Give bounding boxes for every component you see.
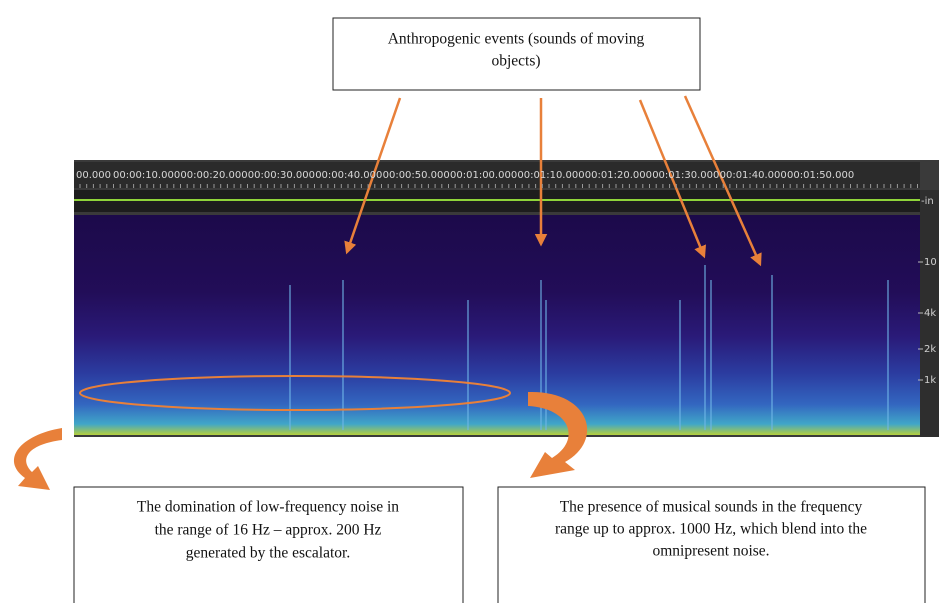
time-label: 00:00:10.000 [113,170,180,181]
time-label: 00:01:00.000 [450,170,517,181]
right-box-line: The presence of musical sounds in the fr… [560,499,863,516]
time-label: 00:00:50.000 [383,170,450,181]
time-ruler [74,162,920,188]
left-box-line: The domination of low-frequency noise in [137,499,399,516]
time-label: 00:01:30.000 [652,170,719,181]
right-box-line: range up to approx. 1000 Hz, which blend… [555,521,867,538]
highlight-ellipse [79,375,511,411]
time-label: 00:00:30.000 [248,170,315,181]
spectrogram [74,160,939,437]
streaks [289,265,889,430]
top-box-line: objects) [491,53,540,70]
freq-scale [920,190,939,437]
time-label: 00:01:10.000 [517,170,584,181]
left-box [73,486,464,603]
right-box-line: omnipresent noise. [652,543,769,560]
freq-label: 10 [924,257,937,268]
level-label: -in [921,196,934,207]
freq-label: 2k [924,344,936,355]
left-box-line: the range of 16 Hz – approx. 200 Hz [155,522,382,539]
time-label: 00:01:20.000 [585,170,652,181]
right-box [497,486,926,603]
arrows [344,95,762,267]
left-box-line: generated by the escalator. [186,545,350,562]
curved-arrow-right [528,391,588,478]
spectrogram-image [74,215,920,435]
top-box [332,17,701,91]
time-label: 00:00:20.000 [180,170,247,181]
freq-label: 1k [924,375,936,386]
time-label: 00.000 [76,170,111,181]
time-label: 00:01:50.000 [787,170,854,181]
curved-arrow-left [14,428,62,490]
time-label: 00:00:40.000 [315,170,382,181]
time-label: 00:01:40.000 [720,170,787,181]
freq-label: 4k [924,308,936,319]
top-box-line: Anthropogenic events (sounds of moving [388,31,645,48]
